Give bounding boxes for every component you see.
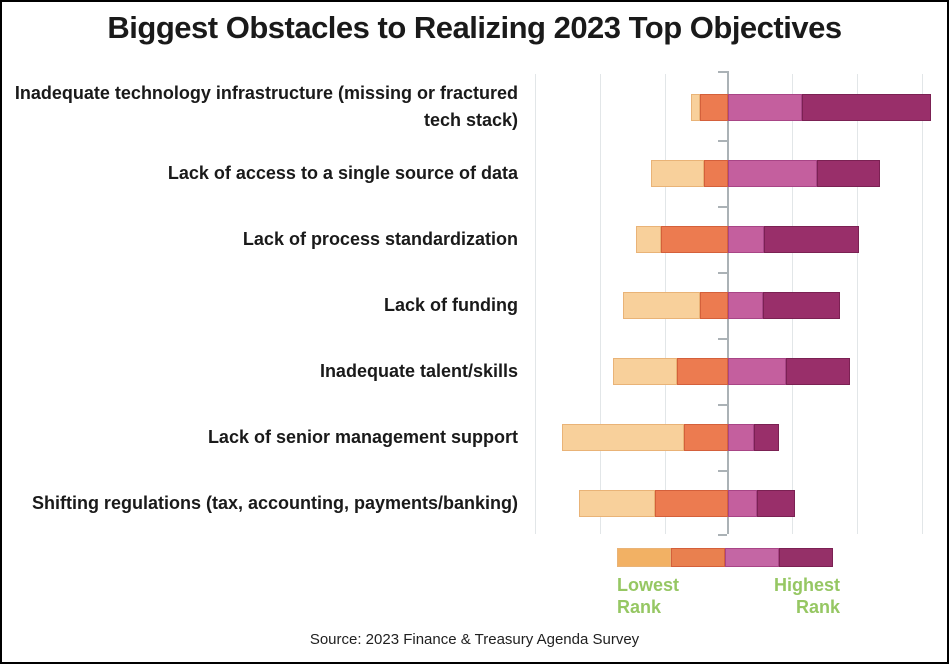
bar-6-segment-0 (579, 489, 655, 517)
bar-6-segment-2 (728, 489, 757, 517)
category-label-4: Inadequate talent/skills (319, 360, 518, 381)
chart-title: Biggest Obstacles to Realizing 2023 Top … (107, 10, 842, 45)
bar-row-6 (579, 489, 795, 517)
bar-4-segment-0 (613, 357, 677, 385)
legend-color-scale (617, 548, 833, 567)
bar-row-2 (636, 225, 859, 253)
gridline-0 (535, 74, 536, 534)
bar-0-segment-0 (691, 93, 700, 121)
bar-5-segment-1 (684, 423, 728, 451)
gridline-1 (600, 74, 601, 534)
bar-5-segment-2 (728, 423, 754, 451)
bar-4-segment-2 (728, 357, 786, 385)
bar-2-segment-3 (764, 225, 859, 253)
bar-3-segment-3 (763, 291, 840, 319)
axis-tick-2 (718, 206, 727, 208)
legend-label-highest-rank: Highest Rank (773, 575, 840, 617)
bar-5-segment-0 (562, 423, 684, 451)
category-label-3: Lack of funding (384, 294, 518, 315)
legend-segment-1 (671, 548, 725, 567)
source-caption: Source: 2023 Finance & Treasury Agenda S… (309, 631, 640, 648)
bar-row-5 (562, 423, 779, 451)
axis-tick-1 (718, 140, 727, 142)
bar-2-segment-2 (728, 225, 764, 253)
bar-0-segment-3 (802, 93, 931, 121)
gridline-4 (857, 74, 858, 534)
category-label-1: Lack of access to a single source of dat… (167, 162, 518, 183)
bar-2-segment-1 (661, 225, 728, 253)
category-label-2: Lack of process standardization (242, 228, 518, 249)
bar-0-segment-1 (700, 93, 728, 121)
axis-tick-3 (718, 272, 727, 274)
legend-segment-2 (725, 548, 779, 567)
bar-row-3 (623, 291, 840, 319)
category-label-6: Shifting regulations (tax, accounting, p… (31, 492, 518, 513)
bar-4-segment-1 (677, 357, 728, 385)
bar-0-segment-2 (728, 93, 802, 121)
legend-segment-3 (779, 548, 833, 567)
axis-tick-6 (718, 470, 727, 472)
bar-1-segment-3 (817, 159, 880, 187)
bar-1-segment-0 (651, 159, 704, 187)
bar-3-segment-1 (700, 291, 728, 319)
bar-1-segment-2 (728, 159, 817, 187)
bar-row-4 (613, 357, 850, 385)
legend-segment-0 (617, 548, 671, 567)
bar-5-segment-3 (754, 423, 779, 451)
bar-3-segment-0 (623, 291, 700, 319)
bar-6-segment-3 (757, 489, 795, 517)
bar-row-0 (691, 93, 931, 121)
category-label-0: Inadequate technology infrastructure (mi… (14, 83, 518, 130)
category-label-5: Lack of senior management support (207, 426, 518, 447)
axis-tick-4 (718, 338, 727, 340)
bar-row-1 (651, 159, 880, 187)
axis-tick-5 (718, 404, 727, 406)
bar-6-segment-1 (655, 489, 728, 517)
bar-3-segment-2 (728, 291, 763, 319)
bar-4-segment-3 (786, 357, 850, 385)
bar-2-segment-0 (636, 225, 661, 253)
axis-tick-0 (718, 71, 727, 73)
bar-1-segment-1 (704, 159, 728, 187)
legend-label-lowest-rank: Lowest Rank (617, 575, 680, 617)
gridline-5 (922, 74, 923, 534)
axis-tick-7 (718, 534, 727, 536)
